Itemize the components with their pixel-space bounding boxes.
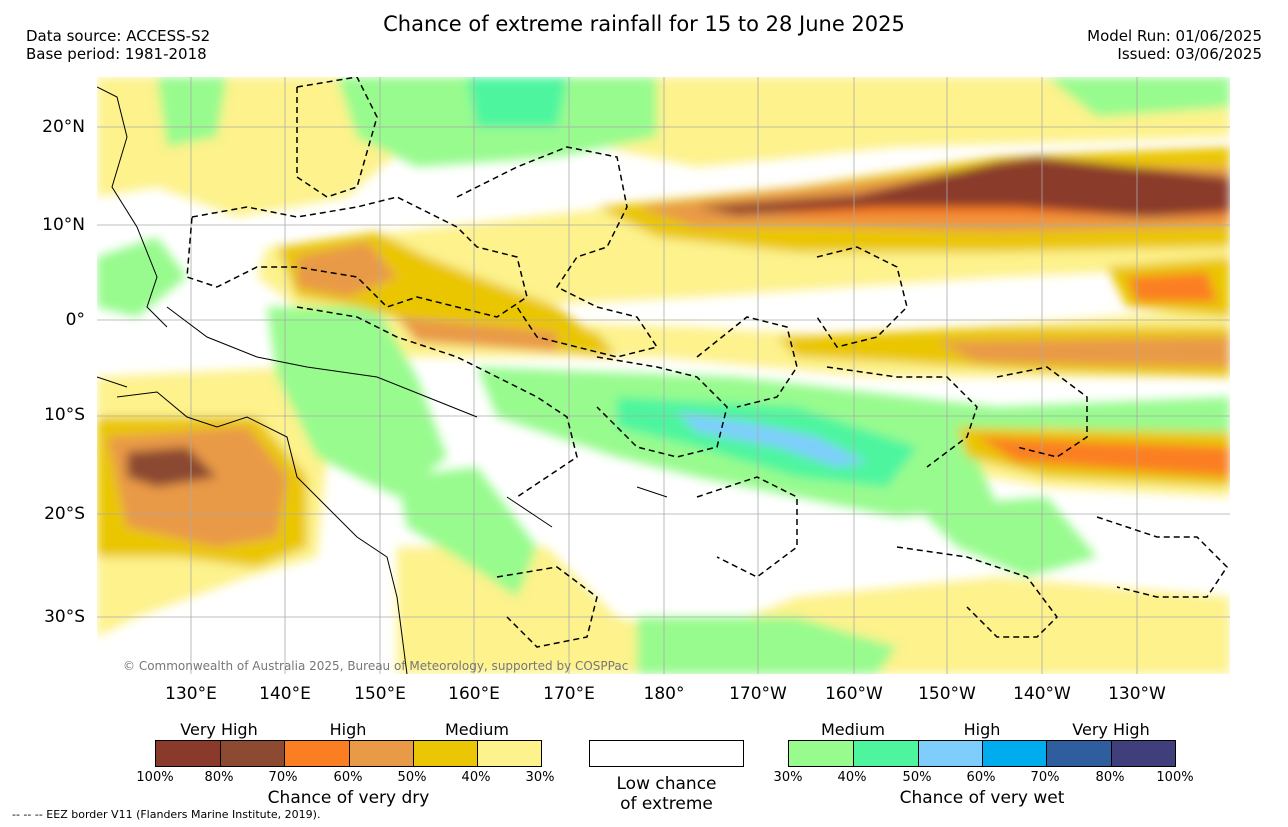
run-info: Model Run: 01/06/2025 Issued: 03/06/2025 <box>1087 27 1262 63</box>
lon-label: 180° <box>643 684 685 704</box>
wet-tick: 60% <box>966 770 996 785</box>
dry-tick: 70% <box>268 770 298 785</box>
eez-footnote: -- -- -- EEZ border V11 (Flanders Marine… <box>12 808 321 821</box>
lat-label: 20°N <box>42 117 85 137</box>
rainfall-shading <box>97 77 1230 674</box>
wet-swatch <box>789 741 853 766</box>
low-chance-box <box>589 740 744 767</box>
wet-group-very-high: Very High <box>1072 720 1150 739</box>
lon-label: 130°E <box>165 684 217 704</box>
lat-label: 20°S <box>44 504 85 524</box>
wet-tick: 30% <box>773 770 803 785</box>
rainfall-map <box>97 77 1230 674</box>
lon-label: 170°W <box>729 684 787 704</box>
dry-caption: Chance of very dry <box>267 788 430 808</box>
lon-label: 150°W <box>918 684 976 704</box>
dry-colorbar <box>155 740 542 767</box>
lon-label: 140°E <box>259 684 311 704</box>
dry-tick: 30% <box>525 770 555 785</box>
low-chance-line1: Low chance <box>616 774 717 794</box>
lon-label: 170°E <box>543 684 595 704</box>
dry-swatch <box>156 741 220 766</box>
base-period: Base period: 1981-2018 <box>26 45 207 63</box>
dry-group-medium: Medium <box>445 720 509 739</box>
data-source: Data source: ACCESS-S2 <box>26 27 211 45</box>
lat-label: 10°N <box>42 215 85 235</box>
lon-label: 150°E <box>354 684 406 704</box>
wet-swatch <box>918 741 982 766</box>
dry-tick: 40% <box>461 770 491 785</box>
dry-group-very-high: Very High <box>180 720 258 739</box>
wet-group-high: High <box>963 720 1001 739</box>
low-chance-caption: Low chance of extreme <box>589 774 744 814</box>
dry-swatch <box>220 741 284 766</box>
wet-colorbar <box>788 740 1176 767</box>
wet-tick: 50% <box>902 770 932 785</box>
dry-group-high: High <box>329 720 367 739</box>
model-run: Model Run: 01/06/2025 <box>1087 27 1262 45</box>
dry-tick: 80% <box>204 770 234 785</box>
issued-date: Issued: 03/06/2025 <box>1117 45 1262 63</box>
lat-label: 30°S <box>44 607 85 627</box>
wet-group-medium: Medium <box>821 720 885 739</box>
data-info: Data source: ACCESS-S2 Base period: 1981… <box>26 27 210 63</box>
dry-swatch <box>477 741 541 766</box>
wet-caption: Chance of very wet <box>899 788 1065 808</box>
coastlines <box>97 86 668 674</box>
eez-borders <box>186 77 1228 648</box>
map-canvas <box>97 77 1230 674</box>
dry-tick: 100% <box>136 770 174 785</box>
wet-swatch <box>1111 741 1175 766</box>
lat-label: 0° <box>65 310 85 330</box>
lon-label: 140°W <box>1013 684 1071 704</box>
lat-label: 10°S <box>44 405 85 425</box>
dry-tick: 60% <box>333 770 363 785</box>
lon-label: 160°E <box>448 684 500 704</box>
copyright-notice: © Commonwealth of Australia 2025, Bureau… <box>123 659 629 673</box>
dry-swatch <box>349 741 413 766</box>
dry-tick: 50% <box>397 770 427 785</box>
map-title: Chance of extreme rainfall for 15 to 28 … <box>383 12 905 36</box>
dry-swatch <box>413 741 477 766</box>
low-chance-line2: of extreme <box>620 794 713 814</box>
wet-tick: 80% <box>1095 770 1125 785</box>
wet-tick: 70% <box>1030 770 1060 785</box>
wet-swatch <box>853 741 918 766</box>
wet-swatch <box>1046 741 1111 766</box>
lon-label: 130°W <box>1108 684 1166 704</box>
wet-tick: 100% <box>1156 770 1194 785</box>
wet-tick: 40% <box>837 770 867 785</box>
dry-swatch <box>284 741 349 766</box>
wet-swatch <box>982 741 1046 766</box>
graticule <box>97 77 1230 674</box>
lon-label: 160°W <box>825 684 883 704</box>
